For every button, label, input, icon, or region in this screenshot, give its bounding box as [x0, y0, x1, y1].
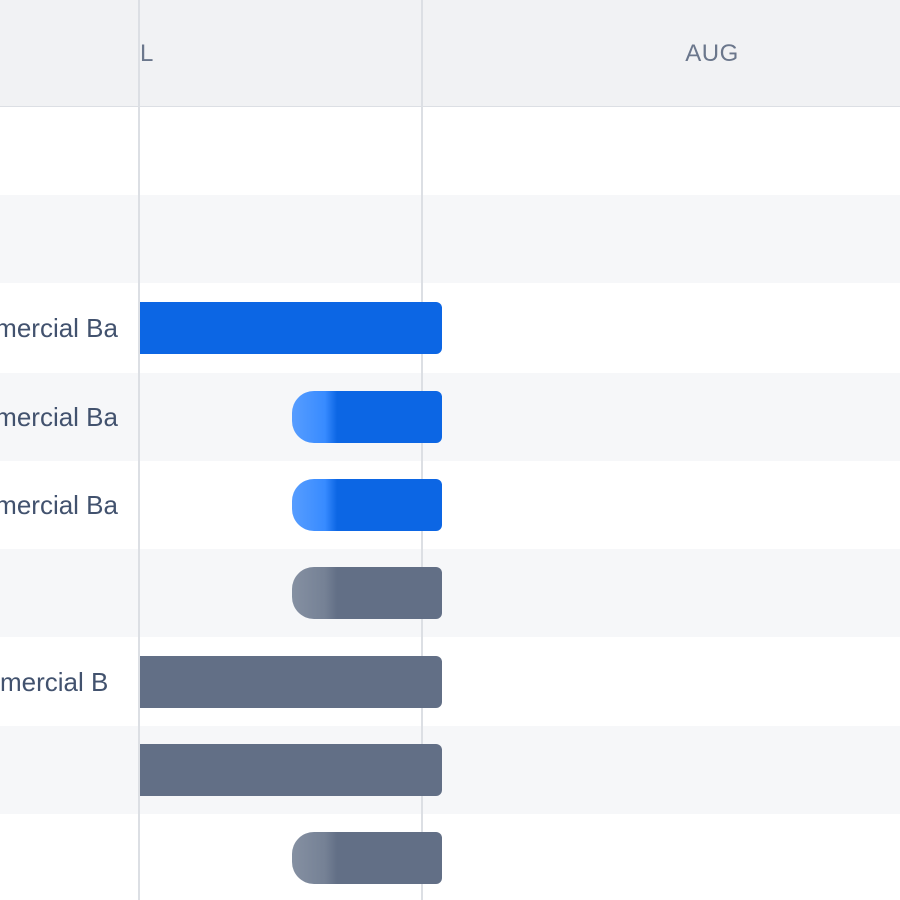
timeline-row: mercial Ba — [0, 373, 900, 461]
timeline-header: L AUG — [0, 0, 900, 107]
month-label-aug: AUG — [685, 40, 739, 67]
roadmap-bar[interactable] — [140, 744, 442, 796]
row-label[interactable]: mercial Ba — [0, 313, 118, 343]
roadmap-bar[interactable] — [292, 391, 442, 443]
roadmap-bar[interactable] — [292, 832, 442, 884]
timeline-row: mercial B — [0, 638, 900, 726]
roadmap-bar[interactable] — [292, 479, 442, 531]
roadmap-bar[interactable] — [292, 567, 442, 619]
timeline-row — [0, 195, 900, 283]
timeline-row — [0, 549, 900, 637]
timeline-row: mercial Ba — [0, 461, 900, 549]
row-label[interactable]: mercial Ba — [0, 490, 118, 520]
month-gridline — [421, 0, 423, 900]
roadmap-bar[interactable] — [140, 656, 442, 708]
row-label[interactable]: mercial B — [0, 667, 109, 697]
list-divider[interactable] — [138, 0, 140, 900]
row-label[interactable]: mercial Ba — [0, 402, 118, 432]
month-label-jul: L — [140, 40, 154, 67]
timeline-row: mercial Ba — [0, 284, 900, 372]
roadmap-bar[interactable] — [140, 302, 442, 354]
